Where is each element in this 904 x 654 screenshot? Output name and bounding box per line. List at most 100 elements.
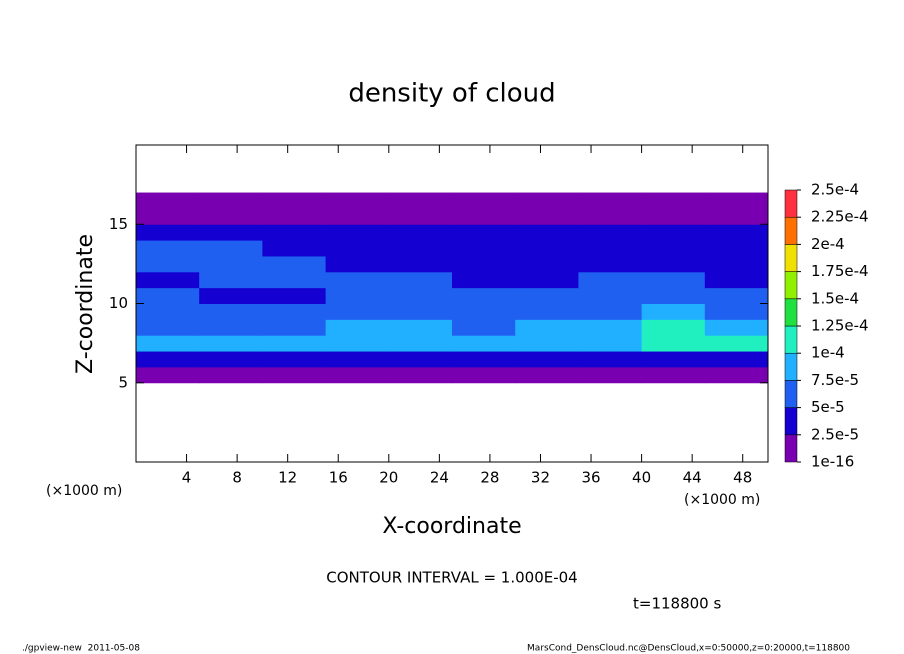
colorbar-swatch bbox=[784, 271, 798, 300]
heat-cell bbox=[578, 240, 643, 257]
heat-cell bbox=[515, 366, 579, 384]
heat-cell bbox=[262, 208, 327, 225]
heat-cell bbox=[641, 224, 706, 241]
heat-cell bbox=[199, 351, 263, 368]
x-unit: (×1000 m) bbox=[684, 492, 760, 508]
heat-cell bbox=[199, 335, 263, 352]
heat-cell bbox=[641, 192, 706, 209]
heat-cell bbox=[452, 271, 516, 289]
contour-note: CONTOUR INTERVAL = 1.000E-04 bbox=[326, 569, 577, 587]
x-tick-label: 8 bbox=[232, 469, 242, 487]
heat-cell bbox=[452, 319, 516, 336]
colorbar-swatch bbox=[784, 244, 798, 272]
heat-cell bbox=[325, 366, 390, 384]
heat-cell bbox=[199, 192, 263, 209]
heat-cell bbox=[704, 208, 769, 225]
x-tick-label: 36 bbox=[581, 469, 600, 487]
heat-cell bbox=[388, 224, 453, 241]
colorbar-label: 2.5e-5 bbox=[811, 425, 859, 443]
heat-cell bbox=[515, 287, 579, 304]
heat-cell bbox=[136, 208, 200, 225]
x-tick-label: 48 bbox=[733, 469, 752, 487]
colorbar-label: 5e-5 bbox=[811, 398, 845, 416]
heat-cell bbox=[136, 319, 200, 336]
colorbar-swatch bbox=[784, 407, 798, 436]
heat-cell bbox=[325, 303, 390, 320]
heat-cell bbox=[325, 255, 390, 273]
heat-cell bbox=[515, 240, 579, 257]
heat-cell bbox=[388, 255, 453, 273]
heat-cell bbox=[452, 335, 516, 352]
heat-cell bbox=[325, 240, 390, 257]
y-tick-label: 10 bbox=[109, 294, 128, 312]
heat-cell bbox=[199, 224, 263, 241]
heat-cell bbox=[325, 287, 390, 304]
heat-cell bbox=[704, 192, 769, 209]
heat-cell bbox=[641, 271, 706, 289]
colorbar-swatch bbox=[784, 434, 798, 463]
heat-cell bbox=[452, 366, 516, 384]
colorbar-swatch bbox=[784, 216, 798, 245]
heat-cell bbox=[515, 224, 579, 241]
heat-cell bbox=[262, 287, 327, 304]
heat-cell bbox=[388, 366, 453, 384]
heat-cell bbox=[515, 303, 579, 320]
x-tick-label: 40 bbox=[632, 469, 651, 487]
heat-cell bbox=[136, 271, 200, 289]
heat-cell bbox=[199, 366, 263, 384]
heat-cell bbox=[199, 240, 263, 257]
heat-cell bbox=[704, 319, 769, 336]
heat-cell bbox=[578, 351, 643, 368]
heat-cell bbox=[325, 271, 390, 289]
colorbar-swatch bbox=[784, 189, 798, 218]
heat-cell bbox=[578, 319, 643, 336]
heat-cell bbox=[136, 240, 200, 257]
heat-cell bbox=[136, 224, 200, 241]
heat-cell bbox=[641, 319, 706, 336]
x-tick-label: 32 bbox=[531, 469, 550, 487]
heat-cell bbox=[136, 287, 200, 304]
heat-cell bbox=[136, 351, 200, 368]
heat-cell bbox=[704, 240, 769, 257]
heat-cell bbox=[578, 192, 643, 209]
heat-cell bbox=[199, 287, 263, 304]
time-note: t=118800 s bbox=[633, 595, 721, 613]
x-tick-label: 28 bbox=[480, 469, 499, 487]
heat-cell bbox=[515, 271, 579, 289]
heat-cell bbox=[199, 303, 263, 320]
colorbar-label: 2.25e-4 bbox=[811, 208, 869, 226]
colorbar-label: 1.25e-4 bbox=[811, 317, 869, 335]
colorbar-label: 1.5e-4 bbox=[811, 289, 859, 307]
heat-cell bbox=[199, 319, 263, 336]
heat-cell bbox=[452, 351, 516, 368]
heat-cell bbox=[515, 255, 579, 273]
heat-cell bbox=[578, 366, 643, 384]
heat-cell bbox=[578, 224, 643, 241]
heat-cell bbox=[515, 192, 579, 209]
heat-cell bbox=[578, 287, 643, 304]
heat-cell bbox=[578, 271, 643, 289]
x-unit: (×1000 m) bbox=[46, 483, 122, 499]
heat-cell bbox=[262, 351, 327, 368]
colorbar-swatch bbox=[784, 352, 798, 381]
heat-cell bbox=[704, 287, 769, 304]
heat-cell bbox=[325, 208, 390, 225]
heat-cell bbox=[388, 287, 453, 304]
colorbar-label: 2e-4 bbox=[811, 235, 845, 253]
heat-cell bbox=[136, 335, 200, 352]
x-tick-label: 12 bbox=[278, 469, 297, 487]
heat-cell bbox=[325, 351, 390, 368]
heat-cell bbox=[199, 255, 263, 273]
heat-cell bbox=[641, 208, 706, 225]
y-tick-label: 15 bbox=[109, 215, 128, 233]
heat-cell bbox=[388, 271, 453, 289]
heat-cell bbox=[641, 351, 706, 368]
x-tick-label: 44 bbox=[683, 469, 702, 487]
colorbar-swatch bbox=[784, 325, 798, 354]
heat-cell bbox=[704, 351, 769, 368]
heat-cell bbox=[325, 319, 390, 336]
colorbar-label: 1.75e-4 bbox=[811, 262, 869, 280]
colorbar-swatch bbox=[784, 298, 798, 327]
heat-cell bbox=[262, 319, 327, 336]
